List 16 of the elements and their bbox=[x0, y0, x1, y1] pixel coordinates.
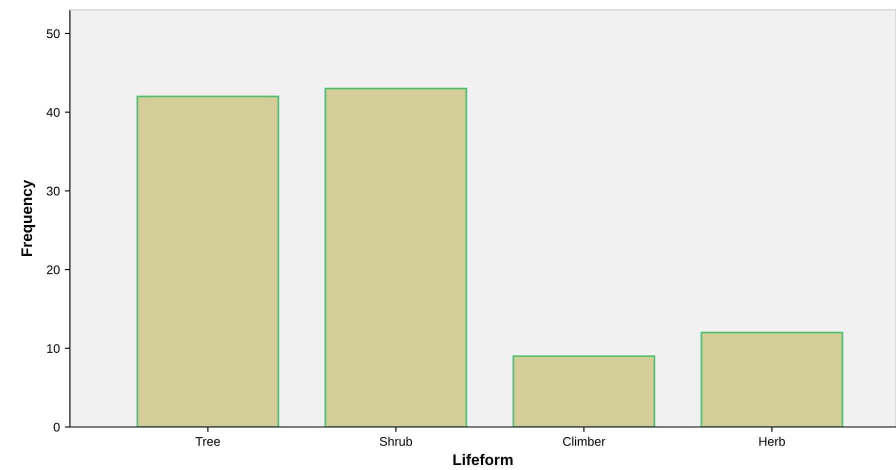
y-tick-label: 50 bbox=[46, 29, 60, 38]
x-tick-label: Herb bbox=[759, 436, 785, 446]
x-tick-label: Shrub bbox=[380, 436, 412, 446]
y-tick-label: 30 bbox=[46, 186, 60, 196]
y-tick-label: 20 bbox=[46, 265, 60, 274]
x-tick-label: Tree bbox=[196, 437, 220, 446]
y-tick-label: 10 bbox=[47, 344, 60, 353]
x-axis-title: Lifeform bbox=[453, 454, 513, 466]
y-tick-label: 0 bbox=[54, 422, 60, 432]
bar bbox=[700, 332, 844, 427]
y-tick-label: 40 bbox=[46, 108, 60, 117]
bar bbox=[324, 88, 468, 427]
bar bbox=[136, 96, 280, 427]
x-tick-label: Climber bbox=[563, 436, 606, 446]
bar bbox=[512, 355, 656, 427]
y-axis-title: Frequency bbox=[21, 180, 36, 256]
